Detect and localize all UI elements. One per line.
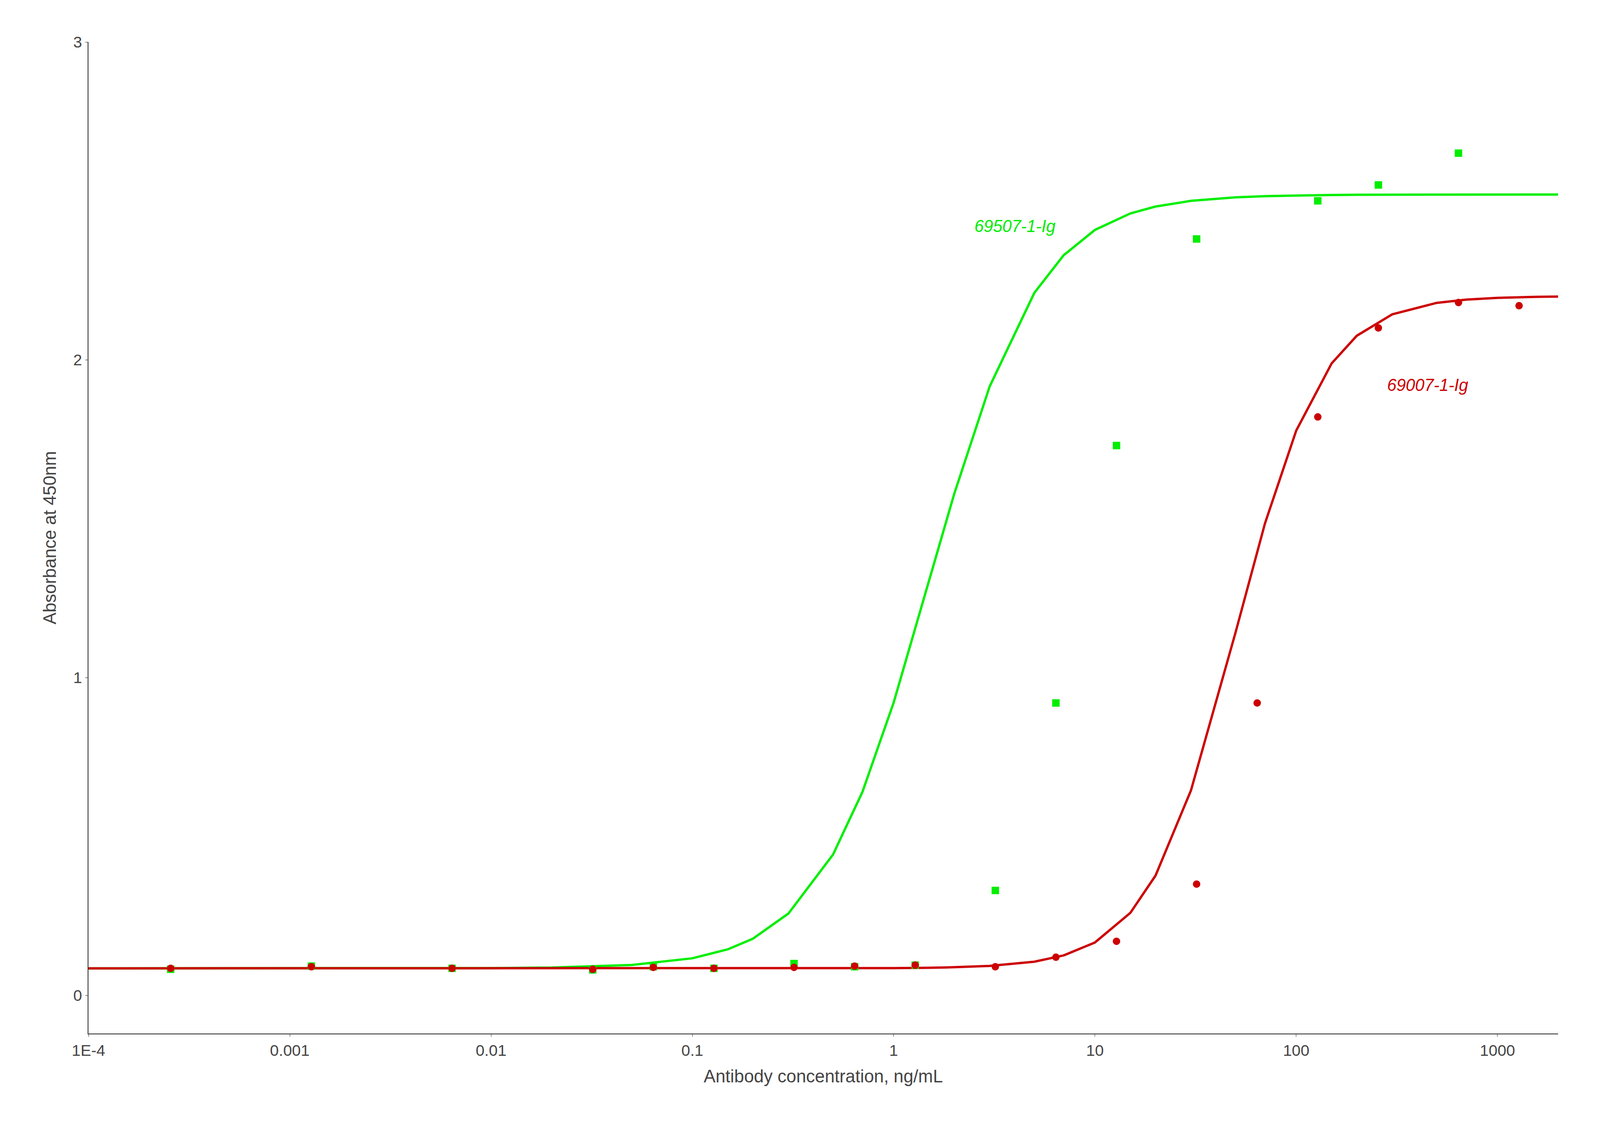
svg-text:1: 1 [889,1041,899,1059]
svg-text:3: 3 [73,33,82,51]
svg-text:10: 10 [1086,1041,1104,1059]
svg-text:1: 1 [73,668,82,687]
svg-text:0.1: 0.1 [681,1041,704,1059]
svg-text:Absorbance at 450nm: Absorbance at 450nm [40,450,60,625]
svg-text:100: 100 [1282,1041,1310,1059]
svg-text:69507-1-Ig: 69507-1-Ig [974,216,1056,236]
svg-text:0: 0 [73,986,82,1004]
svg-text:0.001: 0.001 [270,1041,310,1059]
svg-text:0.01: 0.01 [475,1041,507,1059]
svg-text:2: 2 [73,350,82,369]
svg-text:1000: 1000 [1479,1041,1516,1059]
svg-text:69007-1-Ig: 69007-1-Ig [1387,375,1469,395]
svg-text:1E-4: 1E-4 [71,1041,106,1059]
svg-text:Antibody concentration, ng/mL: Antibody concentration, ng/mL [703,1066,943,1086]
